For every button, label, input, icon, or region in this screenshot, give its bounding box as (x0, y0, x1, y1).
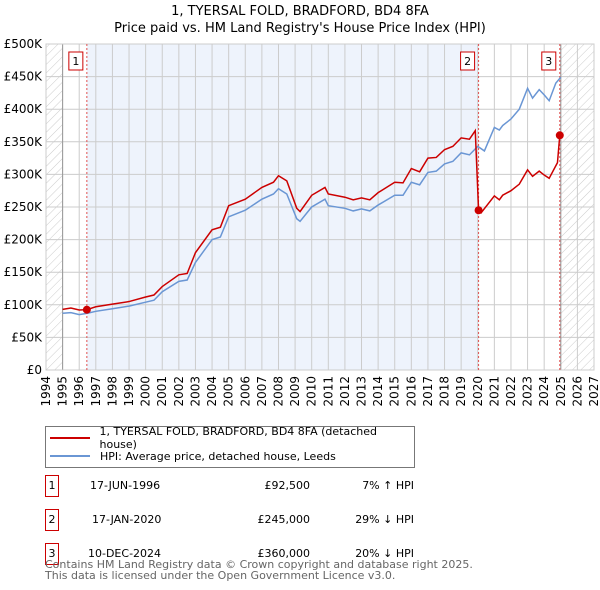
x-tick-label: 2023 (521, 376, 535, 407)
x-tick-label: 2005 (222, 376, 236, 407)
plot-border (45, 43, 595, 371)
x-tick-label: 2013 (355, 376, 369, 407)
y-tick-label: £200K (4, 233, 44, 247)
sale-label-box (460, 51, 476, 71)
sale-price: £360,000 (257, 547, 311, 560)
x-tick-label: 2009 (288, 376, 302, 407)
sale-point (474, 206, 483, 215)
x-tick-label: 2001 (155, 376, 169, 407)
sale-price: £92,500 (264, 479, 311, 492)
legend: 1, TYERSAL FOLD, BRADFORD, BD4 8FA (deta… (45, 425, 415, 468)
x-tick-label: 2018 (438, 376, 452, 407)
x-tick-label: 2014 (371, 376, 385, 407)
sale-row: 1 17-JUN-1996 £92,500 7% ↑ HPI (45, 475, 414, 497)
legend-label: 1, TYERSAL FOLD, BRADFORD, BD4 8FA (deta… (99, 425, 377, 451)
y-tick-label: £0 (27, 363, 42, 377)
sale-label: 3 (545, 55, 552, 68)
blue-line-swatch (50, 455, 90, 457)
sale-date: 17-JUN-1996 (90, 479, 161, 492)
sale-row: 3 10-DEC-2024 £360,000 20% ↓ HPI (45, 543, 414, 565)
hpi-line (62, 76, 562, 316)
y-tick-label: £450K (4, 70, 44, 84)
x-tick-label: 2011 (321, 376, 335, 407)
x-tick-label: 2024 (537, 376, 551, 407)
legend-label: HPI: Average price, detached house, Leed… (100, 449, 336, 463)
y-tick-label: £150K (4, 265, 44, 279)
chart-subtitle: Price paid vs. HM Land Registry's House … (114, 21, 486, 36)
sale-point (555, 131, 564, 140)
x-tick-label: 2003 (188, 376, 202, 407)
x-tick-label: 2022 (504, 376, 518, 407)
sale-date: 10-DEC-2024 (88, 547, 162, 560)
legend-item-hpi: HPI: Average price, detached house, Leed… (50, 448, 336, 464)
y-tick-label: £300K (4, 167, 44, 181)
x-tick-label: 1997 (89, 376, 103, 407)
sale-label: 1 (72, 55, 79, 68)
sale-hpi: 7% ↑ HPI (362, 479, 414, 492)
sale-hpi: 29% ↓ HPI (355, 513, 414, 526)
y-tick-label: £50K (11, 330, 43, 344)
x-tick-label: 2025 (554, 376, 568, 407)
y-tick-label: £350K (4, 135, 44, 149)
y-tick-label: £400K (4, 102, 44, 116)
y-tick-label: £100K (4, 298, 44, 312)
legend-item-property: 1, TYERSAL FOLD, BRADFORD, BD4 8FA (deta… (50, 425, 414, 451)
x-tick-label: 2012 (338, 376, 352, 407)
x-tick-label: 2007 (255, 376, 269, 407)
sale-price: £245,000 (257, 513, 311, 526)
x-tick-label: 2015 (388, 376, 402, 407)
x-tick-label: 1996 (72, 376, 86, 407)
x-tick-label: 2004 (205, 376, 219, 407)
x-tick-label: 1998 (105, 376, 119, 407)
footer-line: Contains HM Land Registry data © Crown c… (45, 558, 473, 571)
sale-label-box (68, 51, 84, 71)
sale-point (82, 305, 91, 314)
chart-title: 1, TYERSAL FOLD, BRADFORD, BD4 8FA (171, 4, 429, 19)
x-tick-label: 1999 (122, 376, 136, 407)
price-chart: 1994 1995 1996 1997 1998 1999 2000 2001 2002 2003… (4, 37, 600, 407)
x-tick-label: 2010 (305, 376, 319, 407)
y-tick-label: £250K (4, 200, 44, 214)
y-tick-label: £500K (4, 37, 44, 51)
sale-marker: 2 (45, 509, 59, 531)
x-tick-label: 2019 (454, 376, 468, 407)
sale-row: 2 17-JAN-2020 £245,000 29% ↓ HPI (45, 509, 414, 531)
x-tick-label: 2026 (570, 376, 584, 407)
property-price-line (62, 128, 561, 311)
x-tick-label: 2016 (404, 376, 418, 407)
x-tick-label: 2027 (587, 376, 600, 407)
x-tick-label: 2008 (271, 376, 285, 407)
x-tick-label: 2000 (139, 376, 153, 407)
sale-marker: 1 (45, 475, 59, 497)
footer: Contains HM Land Registry data © Crown c… (45, 559, 473, 581)
x-tick-label: 2021 (487, 376, 501, 407)
sale-date: 17-JAN-2020 (92, 513, 162, 526)
sale-label-box (541, 51, 557, 71)
x-tick-label: 2020 (471, 376, 485, 407)
sale-marker: 3 (45, 543, 59, 565)
red-line-swatch (50, 437, 90, 439)
x-tick-label: 2002 (172, 376, 186, 407)
x-tick-label: 2017 (421, 376, 435, 407)
x-tick-label: 1995 (56, 376, 70, 407)
footer-line: This data is licensed under the Open Gov… (45, 569, 396, 582)
sale-label: 2 (464, 55, 471, 68)
x-tick-label: 1994 (39, 376, 53, 407)
x-tick-label: 2006 (238, 376, 252, 407)
sale-hpi: 20% ↓ HPI (355, 547, 414, 560)
